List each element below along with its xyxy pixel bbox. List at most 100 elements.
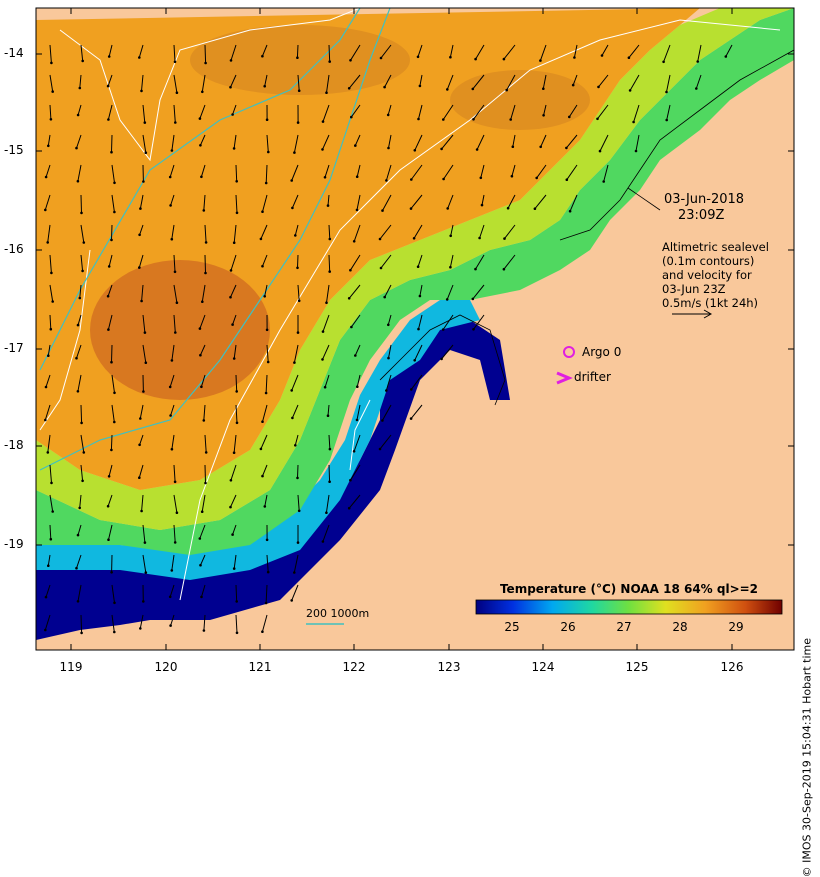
velocity-arrow-head — [535, 177, 538, 180]
velocity-arrow-head — [145, 571, 148, 574]
velocity-arrow-head — [78, 507, 81, 510]
velocity-arrow-head — [45, 386, 48, 389]
velocity-arrow-head — [233, 357, 236, 360]
velocity-arrow-head — [50, 272, 53, 275]
velocity-arrow — [205, 45, 206, 63]
velocity-arrow-head — [446, 207, 449, 210]
velocity-arrow-head — [329, 238, 332, 241]
velocity-arrow-head — [110, 449, 113, 452]
velocity-arrow-head — [503, 58, 506, 61]
velocity-arrow — [205, 255, 206, 273]
velocity-arrow-head — [50, 62, 53, 65]
velocity-arrow-head — [478, 237, 481, 240]
velocity-arrow-head — [44, 419, 47, 422]
velocity-arrow-head — [290, 179, 293, 182]
velocity-arrow-head — [81, 270, 84, 273]
velocity-arrow-head — [419, 85, 422, 88]
velocity-arrow-head — [46, 241, 49, 244]
velocity-arrow-head — [171, 359, 174, 362]
velocity-arrow-head — [572, 84, 575, 87]
velocity-arrow-head — [113, 421, 116, 424]
velocity-arrow-head — [509, 118, 512, 121]
velocity-arrow-head — [294, 234, 297, 237]
colorbar — [476, 600, 782, 614]
velocity-arrow — [236, 375, 237, 391]
velocity-legend-line: (0.1m contours) — [662, 254, 769, 268]
velocity-arrow-head — [51, 300, 54, 303]
velocity-arrow-head — [695, 87, 698, 90]
velocity-arrow-head — [449, 266, 452, 269]
velocity-arrow-head — [45, 176, 48, 179]
velocity-arrow-head — [75, 147, 78, 150]
velocity-arrow-head — [322, 120, 325, 123]
velocity-arrow-head — [512, 145, 515, 148]
velocity-arrow-head — [267, 571, 270, 574]
latitude-label: -14 — [4, 46, 24, 60]
velocity-arrow-head — [77, 390, 80, 393]
velocity-arrow-head — [481, 204, 484, 207]
credit-text: © IMOS 30-Sep-2019 15:04:31 Hobart time — [800, 638, 813, 877]
velocity-arrow-head — [204, 482, 207, 485]
velocity-arrow-head — [174, 481, 177, 484]
velocity-arrow-head — [235, 600, 238, 603]
velocity-arrow-head — [81, 480, 84, 483]
velocity-arrow-head — [385, 179, 388, 182]
velocity-arrow-head — [107, 505, 110, 508]
velocity-arrow-head — [75, 357, 78, 360]
longitude-label: 122 — [343, 660, 366, 674]
velocity-arrow-head — [539, 59, 542, 62]
velocity-arrow-head — [383, 296, 386, 299]
longitude-label: 121 — [249, 660, 272, 674]
velocity-arrow-head — [139, 207, 142, 210]
velocity-arrow-head — [539, 146, 542, 149]
velocity-arrow-head — [635, 150, 638, 153]
velocity-arrow-head — [261, 630, 264, 633]
velocity-arrow-head — [442, 118, 445, 121]
velocity-arrow-head — [231, 533, 234, 536]
velocity-arrow-head — [138, 444, 141, 447]
velocity-arrow-head — [354, 354, 357, 357]
velocity-arrow-head — [199, 144, 202, 147]
velocity-arrow-head — [169, 414, 172, 417]
velocity-arrow-head — [80, 212, 83, 215]
velocity-arrow-head — [83, 451, 86, 454]
velocity-arrow-head — [200, 176, 203, 179]
velocity-arrow-head — [199, 327, 202, 330]
velocity-arrow-head — [387, 147, 390, 150]
velocity-arrow — [236, 165, 237, 181]
velocity-arrow-head — [139, 417, 142, 420]
velocity-arrow-head — [169, 204, 172, 207]
velocity-arrow-head — [353, 240, 356, 243]
velocity-arrow — [111, 435, 112, 450]
velocity-arrow-head — [233, 451, 236, 454]
velocity-arrow-head — [381, 209, 384, 212]
velocity-arrow-head — [50, 482, 53, 485]
velocity-arrow-head — [169, 386, 172, 389]
velocity-arrow-head — [293, 361, 296, 364]
velocity-arrow-head — [417, 56, 420, 59]
velocity-arrow-head — [325, 91, 328, 94]
velocity-arrow-head — [349, 269, 352, 272]
velocity-arrow-head — [566, 178, 569, 181]
velocity-arrow-head — [80, 632, 83, 635]
velocity-arrow-head — [260, 448, 263, 451]
velocity-arrow-head — [291, 417, 294, 420]
velocity-arrow — [298, 465, 299, 478]
velocity-arrow-head — [110, 239, 113, 242]
velocity-arrow-head — [176, 301, 179, 304]
velocity-arrow-head — [440, 358, 443, 361]
velocity-arrow-head — [387, 324, 390, 327]
velocity-arrow-head — [108, 475, 111, 478]
velocity-arrow-head — [297, 121, 300, 124]
velocity-arrow — [298, 255, 299, 268]
velocity-arrow-head — [387, 357, 390, 360]
velocity-arrow-head — [383, 86, 386, 89]
velocity-arrow-head — [113, 602, 116, 605]
velocity-arrow-head — [413, 237, 416, 240]
velocity-arrow-head — [230, 479, 233, 482]
velocity-arrow-head — [230, 269, 233, 272]
velocity-arrow-head — [449, 235, 452, 238]
velocity-arrow-head — [348, 87, 351, 90]
velocity-arrow-head — [348, 297, 351, 300]
velocity-arrow-head — [410, 417, 413, 420]
